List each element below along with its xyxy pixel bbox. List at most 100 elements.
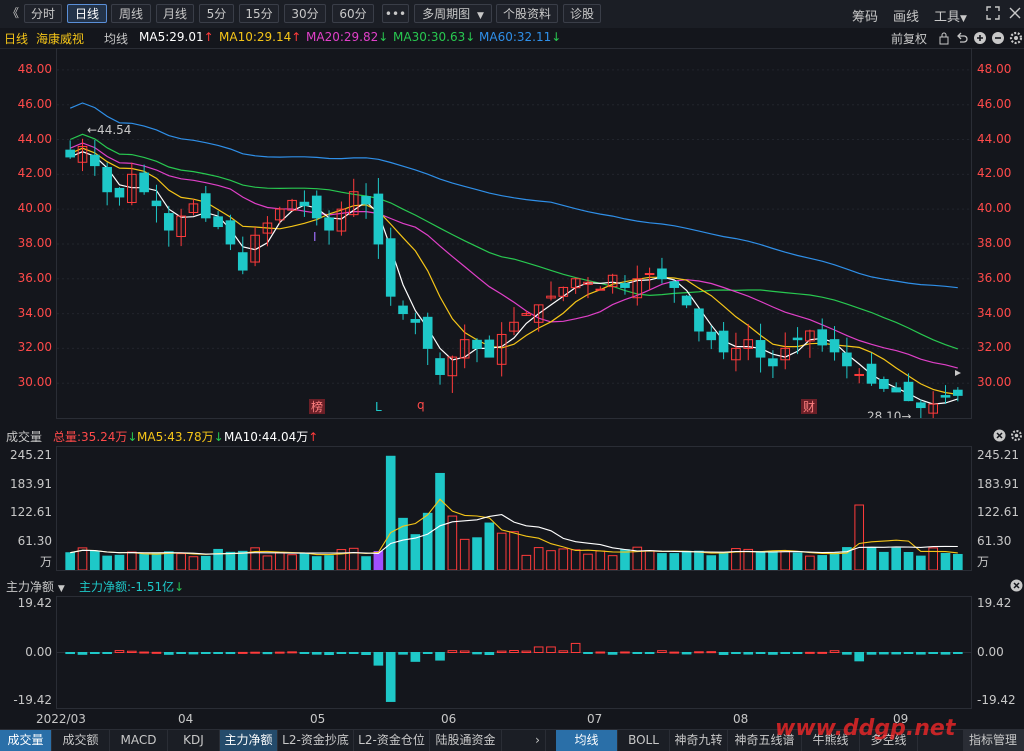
- close-panel-icon[interactable]: [1010, 579, 1023, 592]
- flow-bar: [669, 651, 680, 654]
- tab-1[interactable]: 日线: [67, 4, 107, 23]
- candle-body: [718, 330, 729, 353]
- indicator-tab-1[interactable]: 成交额: [52, 730, 110, 751]
- candle-body: [484, 339, 495, 358]
- volume-bar: [928, 547, 938, 570]
- flow-bar: [657, 650, 667, 653]
- lock-icon[interactable]: [937, 31, 951, 45]
- candle-body: [77, 145, 88, 163]
- flow-bar: [126, 650, 137, 654]
- zoom-in-icon[interactable]: [973, 31, 987, 45]
- ma30-line: [69, 133, 958, 350]
- volume-bar: [126, 551, 137, 570]
- tab-3[interactable]: 月线: [156, 4, 194, 23]
- stock-profile-button[interactable]: 个股资料: [496, 4, 558, 23]
- fullscreen-icon[interactable]: [986, 6, 1000, 20]
- flow-bar: [176, 652, 186, 654]
- date-tick: 2022/03: [36, 712, 86, 726]
- indicator-tab-0[interactable]: 成交量: [0, 730, 52, 751]
- candle-body: [620, 282, 630, 288]
- candle-body: [348, 191, 359, 216]
- flow-bar: [842, 652, 852, 655]
- flow-bar: [891, 652, 902, 655]
- volume-tick-right: 245.21: [977, 448, 1019, 463]
- settings-icon[interactable]: [1009, 31, 1023, 45]
- low-marker: 28.10→: [867, 409, 911, 418]
- volume-bar: [65, 552, 75, 570]
- volume-tick-left: 61.30: [17, 533, 52, 548]
- close-icon[interactable]: [1008, 6, 1022, 20]
- price-tick-left: 30.00: [17, 375, 52, 390]
- flow-bar: [102, 652, 112, 654]
- volume-bar: [953, 553, 963, 570]
- candle-body: [694, 308, 704, 332]
- indicator-tab-4[interactable]: 主力净额: [220, 730, 278, 751]
- ma60-value: MA60:32.11↓: [479, 30, 562, 44]
- tab-0[interactable]: 分时: [24, 4, 62, 23]
- volume-panel[interactable]: [56, 446, 972, 571]
- candle-body: [792, 337, 803, 341]
- indicator-tab-2[interactable]: MACD: [110, 730, 168, 751]
- volume-title[interactable]: 成交量: [6, 430, 43, 444]
- candle-body: [274, 208, 285, 221]
- volume-unit-right: 万: [977, 555, 990, 569]
- tools-dropdown[interactable]: 工具▼: [934, 6, 967, 25]
- tab-2[interactable]: 周线: [111, 4, 151, 23]
- flow-panel[interactable]: [56, 596, 972, 709]
- close-panel-icon[interactable]: [993, 429, 1006, 442]
- main-flow-chart[interactable]: [57, 597, 971, 708]
- overlay-tab-4[interactable]: 牛熊线: [802, 730, 860, 751]
- candle-body: [854, 373, 865, 376]
- date-tick: 07: [587, 712, 603, 726]
- chevron-right-icon[interactable]: ›: [530, 730, 546, 751]
- tab-5[interactable]: 15分: [239, 4, 279, 23]
- draw-line-link[interactable]: 画线: [893, 10, 920, 25]
- multi-period-dropdown[interactable]: 多周期图 ▼: [414, 4, 492, 23]
- candle-body: [706, 331, 717, 341]
- more-button[interactable]: •••: [382, 4, 409, 23]
- flow-bar: [311, 652, 322, 655]
- indicator-tab-7[interactable]: 陆股通资金: [430, 730, 502, 751]
- flow-bar: [410, 652, 421, 662]
- ma-label[interactable]: 均线: [104, 32, 129, 46]
- flow-bar: [743, 652, 754, 655]
- candle-body: [250, 234, 260, 263]
- flow-bar: [607, 652, 618, 655]
- volume-bar: [200, 555, 211, 570]
- undo-icon[interactable]: [955, 31, 969, 45]
- candle-body: [681, 295, 692, 306]
- price-tick-right: 38.00: [977, 235, 1012, 250]
- ma30-value: MA30:30.63↓: [393, 30, 476, 44]
- indicator-manage-button[interactable]: 指标管理: [963, 730, 1024, 751]
- tab-4[interactable]: 5分: [199, 4, 234, 23]
- chip-distribution-link[interactable]: 筹码: [852, 10, 879, 25]
- event-marker-l: L: [375, 400, 382, 414]
- volume-bar: [570, 549, 581, 570]
- event-marker-bang: 榜: [311, 399, 323, 414]
- flow-bar: [731, 652, 741, 655]
- overlay-tab-0[interactable]: 均线: [556, 730, 618, 751]
- zoom-out-icon[interactable]: [991, 31, 1005, 45]
- diagnose-button[interactable]: 诊股: [563, 4, 601, 23]
- overlay-tab-5[interactable]: 多空线: [860, 730, 918, 751]
- flow-title-dropdown[interactable]: 主力净额 ▼: [6, 580, 65, 594]
- settings-icon[interactable]: [1010, 429, 1023, 442]
- candle-body: [324, 217, 334, 231]
- price-panel[interactable]: [56, 48, 972, 419]
- overlay-tab-3[interactable]: 神奇五线谱: [728, 730, 802, 751]
- volume-bar: [657, 553, 667, 570]
- collapse-icon[interactable]: 《: [6, 6, 19, 20]
- indicator-tab-6[interactable]: L2-资金仓位: [354, 730, 430, 751]
- overlay-tab-1[interactable]: BOLL: [618, 730, 670, 751]
- volume-chart[interactable]: [57, 447, 971, 570]
- indicator-tab-3[interactable]: KDJ: [168, 730, 220, 751]
- overlay-tab-2[interactable]: 神奇九转: [670, 730, 728, 751]
- tab-6[interactable]: 30分: [284, 4, 326, 23]
- volume-bar: [459, 538, 470, 570]
- adjust-mode-button[interactable]: 前复权: [891, 32, 928, 46]
- indicator-tab-5[interactable]: L2-资金抄底: [278, 730, 354, 751]
- flow-bar: [385, 652, 396, 702]
- tab-7[interactable]: 60分: [332, 4, 374, 23]
- flow-bar: [681, 652, 692, 655]
